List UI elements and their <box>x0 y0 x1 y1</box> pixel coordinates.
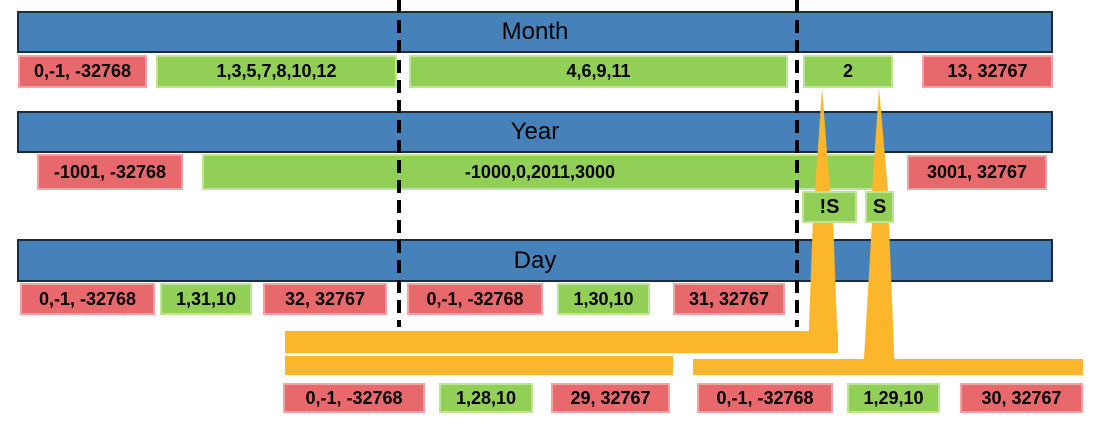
range-bar-feb-leap <box>693 359 1083 375</box>
month-field-bar: Month <box>17 11 1053 53</box>
feb-leap-partition-valid: 1,29,10 <box>847 383 940 413</box>
dashed-separator-left <box>397 0 401 327</box>
leap-flag-box-not-leap: !S <box>802 191 857 223</box>
year-field-bar: Year <box>17 111 1053 153</box>
day30-partition-valid: 1,30,10 <box>557 283 650 315</box>
month-bar-title: Month <box>501 18 569 45</box>
feb-leap-partition-invalid-high: 30, 32767 <box>960 383 1083 413</box>
day31-partition-invalid-high: 32, 32767 <box>263 283 387 315</box>
feb-notleap-partition-invalid-high: 29, 32767 <box>551 383 670 413</box>
feb-notleap-partition-invalid-low: 0,-1, -32768 <box>283 383 425 413</box>
leap-flag-box-leap: S <box>865 191 894 223</box>
day30-partition-invalid-high: 31, 32767 <box>673 283 785 315</box>
feb-notleap-partition-valid: 1,28,10 <box>439 383 533 413</box>
year-partition-valid: -1000,0,2011,3000 <box>202 154 878 190</box>
range-bar-feb-notleap <box>285 356 673 375</box>
month-partition-invalid-low: 0,-1, -32768 <box>18 55 147 88</box>
day31-partition-valid: 1,31,10 <box>160 283 252 315</box>
month-partition-31day-months: 1,3,5,7,8,10,12 <box>156 55 397 88</box>
month-partition-invalid-high: 13, 32767 <box>922 55 1053 88</box>
year-partition-invalid-high: 3001, 32767 <box>907 155 1047 190</box>
month-partition-30day-months: 4,6,9,11 <box>409 55 788 88</box>
dashed-separator-right <box>795 0 799 327</box>
day-bar-title: Day <box>513 246 557 274</box>
month-partition-february: 2 <box>803 55 893 88</box>
year-partition-invalid-low: -1001, -32768 <box>37 154 183 190</box>
year-bar-title: Year <box>510 118 560 145</box>
day30-partition-invalid-low: 0,-1, -32768 <box>407 283 543 315</box>
day-field-bar: Day <box>17 239 1053 282</box>
connector-bar-notleap <box>285 331 838 353</box>
day31-partition-invalid-low: 0,-1, -32768 <box>20 283 155 315</box>
feb-leap-partition-invalid-low: 0,-1, -32768 <box>697 383 833 413</box>
